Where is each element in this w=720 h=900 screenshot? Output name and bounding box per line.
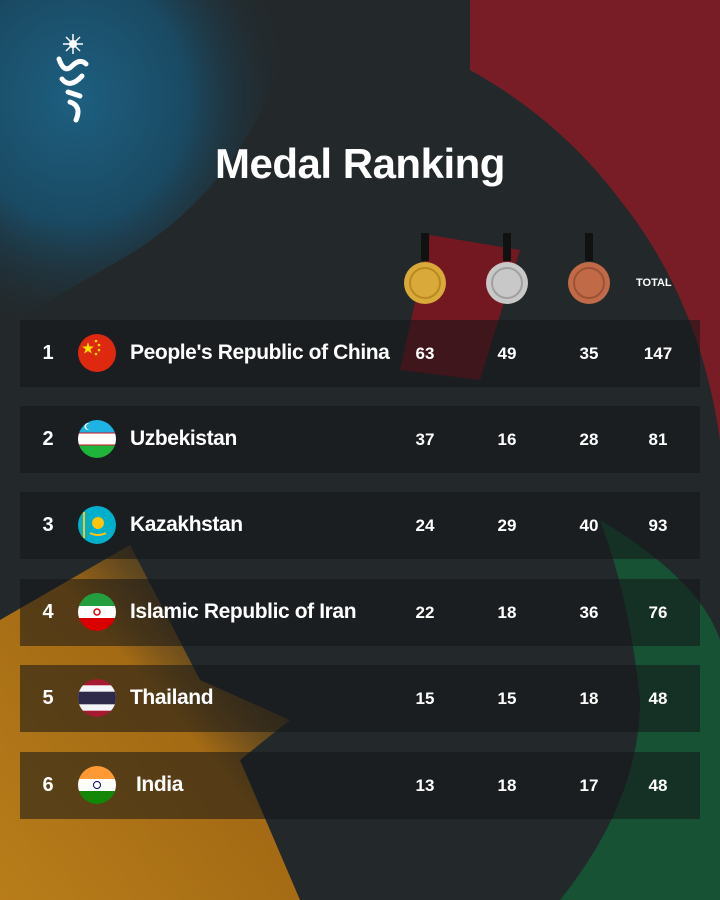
decor-red-arc (470, 0, 720, 440)
table-row: 6 India 13 18 17 48 (20, 752, 700, 819)
gold-count: 22 (415, 603, 435, 622)
gold-medal-icon (404, 233, 446, 304)
bronze-count: 35 (579, 344, 599, 363)
rank: 4 (42, 601, 54, 623)
gold-count: 63 (415, 344, 435, 363)
iran-flag-icon (78, 593, 116, 631)
india-flag-icon (78, 766, 116, 804)
gold-count: 37 (415, 430, 435, 449)
country-name: India (136, 773, 184, 796)
thailand-flag-icon (78, 679, 116, 717)
country-name: Uzbekistan (130, 427, 237, 450)
silver-medal-icon (486, 233, 528, 304)
page-title: Medal Ranking (215, 140, 505, 187)
gold-count: 24 (415, 516, 435, 535)
country-name: Kazakhstan (130, 513, 243, 536)
rank: 5 (42, 687, 54, 709)
silver-count: 15 (497, 689, 517, 708)
gold-count: 13 (415, 776, 435, 795)
country-name: People's Republic of China (130, 341, 390, 364)
bronze-count: 17 (579, 776, 599, 795)
total-count: 93 (648, 516, 668, 535)
silver-count: 16 (497, 430, 517, 449)
country-name: Islamic Republic of Iran (130, 600, 357, 623)
table-row: 4 Islamic Republic of Iran 22 18 36 76 (20, 579, 700, 646)
bronze-count: 18 (579, 689, 599, 708)
bronze-count: 40 (579, 516, 599, 535)
rank: 2 (42, 428, 54, 450)
bronze-count: 28 (579, 430, 599, 449)
china-flag-icon (78, 334, 116, 372)
games-logo-icon (56, 34, 89, 123)
silver-count: 18 (497, 776, 517, 795)
country-name: Thailand (130, 686, 214, 709)
table-row: 1 People's Republic of China 63 49 35 14… (20, 320, 700, 387)
rank: 1 (42, 342, 54, 364)
gold-count: 15 (415, 689, 435, 708)
table-row: 3 Kazakhstan 24 29 40 93 (20, 492, 700, 559)
uzbekistan-flag-icon (78, 420, 116, 458)
total-count: 48 (648, 689, 668, 708)
silver-count: 18 (497, 603, 517, 622)
table-row: 5 Thailand 15 15 18 48 (20, 665, 700, 732)
rank: 6 (42, 774, 54, 796)
total-count: 76 (648, 603, 668, 622)
total-count: 48 (648, 776, 668, 795)
silver-count: 49 (497, 344, 517, 363)
silver-count: 29 (497, 516, 517, 535)
kazakhstan-flag-icon (78, 506, 116, 544)
total-column-header: TOTAL (636, 277, 672, 289)
total-count: 81 (648, 430, 668, 449)
total-count: 147 (643, 344, 673, 363)
bronze-medal-icon (568, 233, 610, 304)
table-row: 2 Uzbekistan 37 16 28 81 (20, 406, 700, 473)
bronze-count: 36 (579, 603, 599, 622)
rank: 3 (42, 514, 54, 536)
